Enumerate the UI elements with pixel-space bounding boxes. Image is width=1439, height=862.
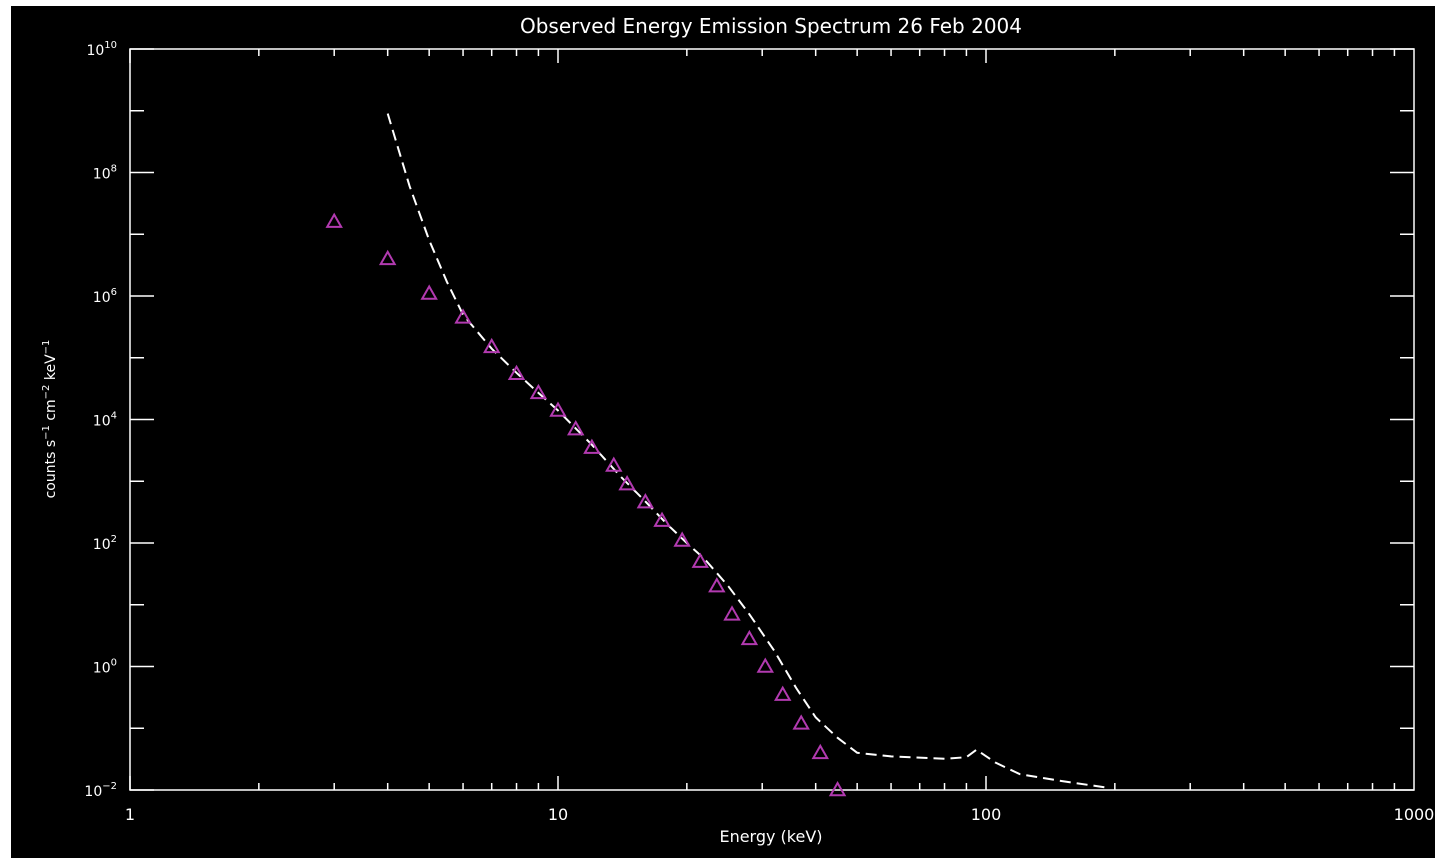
y-tick-label: 10−2: [84, 781, 117, 800]
y-axis: 10−2 100 102 104 106 108 1010: [84, 40, 1414, 800]
data-point-triangle: [420, 284, 438, 300]
data-point-triangle: [653, 511, 671, 527]
x-axis: 1 10 100 1000: [125, 49, 1434, 824]
data-point-triangle: [740, 629, 759, 646]
data-point-triangle: [482, 337, 501, 354]
data-point-triangle: [549, 401, 567, 417]
data-point-triangle: [673, 531, 691, 547]
data-point-triangle: [325, 212, 343, 228]
x-tick-label: 100: [971, 805, 1002, 824]
x-tick-label: 10: [548, 805, 568, 824]
data-point-triangle: [756, 657, 775, 673]
data-point-triangle: [605, 456, 623, 472]
data-point-triangle: [618, 475, 636, 491]
x-tick-label: 1: [125, 805, 135, 824]
data-point-triangle: [378, 249, 397, 266]
x-axis-label: Energy (keV): [719, 827, 822, 846]
data-point-triangle: [529, 383, 548, 400]
data-point-triangle: [566, 420, 585, 436]
data-point-triangle: [708, 577, 726, 593]
x-tick-label: 1000: [1394, 805, 1435, 824]
y-tick-label: 106: [93, 287, 117, 306]
plot-area-border: [129, 48, 1415, 791]
y-tick-label: 100: [93, 658, 117, 677]
model-curve: [386, 113, 1106, 789]
observed-points: [325, 212, 847, 797]
data-point-triangle: [723, 605, 741, 621]
model-curve-line: [386, 113, 1106, 789]
data-point-triangle: [773, 685, 792, 701]
data-point-triangle: [583, 438, 601, 454]
y-axis-label: counts s−1 cm−2 keV−1: [41, 340, 59, 499]
y-tick-label: 1010: [86, 40, 117, 59]
y-tick-label: 102: [93, 534, 117, 553]
data-point-triangle: [507, 364, 526, 381]
y-tick-label: 104: [93, 411, 117, 430]
data-point-triangle: [691, 552, 710, 568]
chart: Observed Energy Emission Spectrum 26 Feb…: [41, 14, 1434, 846]
y-tick-label: 108: [93, 164, 117, 183]
plot-frame: Observed Energy Emission Spectrum 26 Feb…: [11, 6, 1435, 858]
data-point-triangle: [828, 780, 847, 797]
data-point-triangle: [792, 714, 810, 730]
data-point-triangle: [636, 493, 655, 509]
data-point-triangle: [454, 308, 472, 324]
chart-title: Observed Energy Emission Spectrum 26 Feb…: [520, 14, 1022, 38]
data-point-triangle: [811, 743, 829, 760]
